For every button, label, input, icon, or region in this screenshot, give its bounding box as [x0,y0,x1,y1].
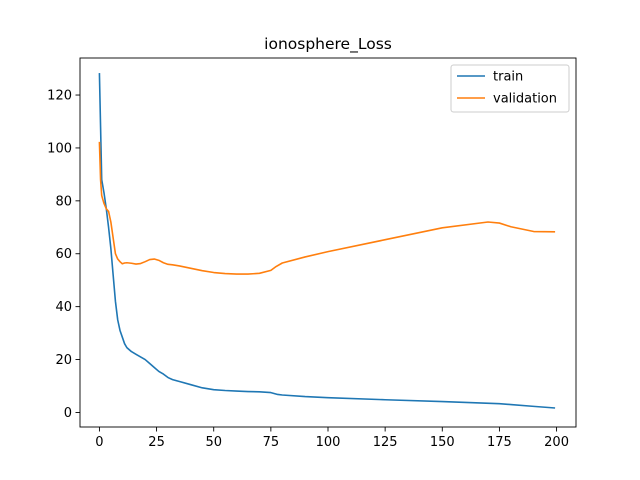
x-tick-label: 125 [373,435,398,450]
x-tick-label: 200 [544,435,569,450]
x-tick-label: 0 [95,435,103,450]
x-tick-label: 50 [205,435,222,450]
chart-title: ionosphere_Loss [264,35,392,54]
x-tick-label: 100 [316,435,341,450]
legend-label-validation: validation [493,92,557,107]
plot-area: 0 25 50 75 100 125 150 175 200 0 20 40 60 80 100 120 [47,57,577,450]
series-line-train [98,73,556,409]
x-tick-label: 75 [263,435,280,450]
y-tick-label: 120 [47,89,72,104]
y-tick-label: 0 [64,406,72,421]
y-tick-label: 40 [55,300,72,315]
x-tick-label: 175 [487,435,512,450]
x-tick-label: 150 [430,435,455,450]
y-tick-label: 80 [55,194,72,209]
y-tick-label: 60 [55,247,72,262]
y-tick-label: 20 [55,353,72,368]
y-tick-label: 100 [47,141,72,156]
legend-label-train: train [493,70,523,85]
x-tick-label: 25 [148,435,165,450]
series-line-validation [98,141,556,275]
legend: train validation [450,64,570,113]
